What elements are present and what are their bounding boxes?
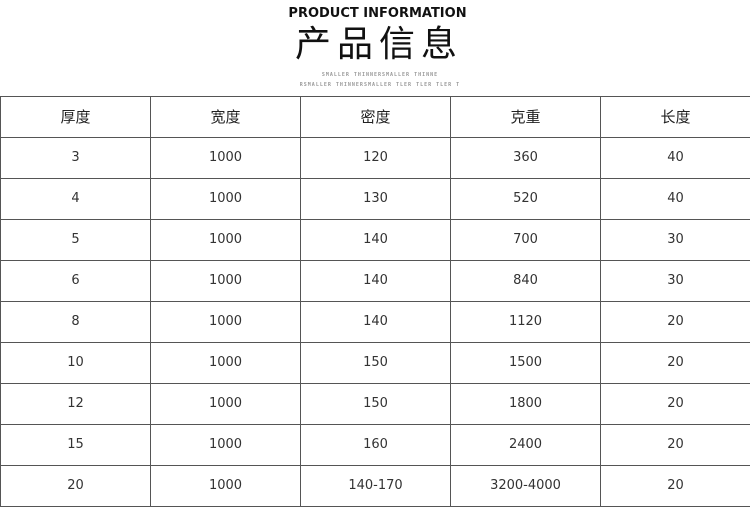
table-cell: 1500 [450,342,601,384]
table-cell: 130 [300,178,451,220]
title-cn: 产品信息 [294,24,463,65]
table-row: 4 1000 130 520 40 [0,178,750,220]
table-cell: 840 [450,260,601,302]
column-header: 宽度 [150,96,301,138]
table-cell: 1000 [150,219,301,261]
table-cell: 3200-4000 [450,465,601,507]
table-row: 3 1000 120 360 40 [0,137,750,179]
table-cell: 20 [600,301,750,343]
table-cell: 4 [0,178,151,220]
table-cell: 20 [600,424,750,466]
table-cell: 1000 [150,383,301,425]
table-cell: 40 [600,178,750,220]
table-cell: 150 [300,342,451,384]
table-cell: 520 [450,178,601,220]
table-cell: 160 [300,424,451,466]
table-cell: 10 [0,342,151,384]
table-cell: 30 [600,219,750,261]
table-cell: 140 [300,219,451,261]
header-row: 厚度 宽度 密度 克重 长度 [0,96,750,138]
table-row: 6 1000 140 840 30 [0,260,750,302]
table-cell: 1120 [450,301,601,343]
table-cell: 12 [0,383,151,425]
subtitle-line-1: SMALLER THINNERSMALLER THINNE [321,72,439,78]
table-cell: 140 [300,301,451,343]
table-cell: 120 [300,137,451,179]
column-header: 密度 [300,96,451,138]
product-table: 厚度 宽度 密度 克重 长度 3 1000 120 360 40 4 1000 130 520 40 5 10… [0,96,750,507]
table-cell: 1000 [150,137,301,179]
table-row: 8 1000 140 1120 20 [0,301,750,343]
table-row: 5 1000 140 700 30 [0,219,750,261]
table-cell: 1000 [150,178,301,220]
table-cell: 140 [300,260,451,302]
column-header: 厚度 [0,96,151,138]
title-en: PRODUCT INFORMATION [288,6,467,21]
table-cell: 20 [600,383,750,425]
table-cell: 1000 [150,424,301,466]
table-cell: 1800 [450,383,601,425]
table-cell: 150 [300,383,451,425]
column-header: 长度 [600,96,750,138]
table-row: 20 1000 140-170 3200-4000 20 [0,465,750,507]
table-row: 15 1000 160 2400 20 [0,424,750,466]
table-cell: 40 [600,137,750,179]
table-cell: 2400 [450,424,601,466]
table-cell: 6 [0,260,151,302]
table-cell: 8 [0,301,151,343]
table-cell: 1000 [150,260,301,302]
table-row: 12 1000 150 1800 20 [0,383,750,425]
subtitle-line-2: RSMALLER THINNERSMALLER TLER TLER TLER T [299,82,461,88]
table-cell: 360 [450,137,601,179]
table-cell: 15 [0,424,151,466]
table-cell: 1000 [150,465,301,507]
table-cell: 700 [450,219,601,261]
table-cell: 20 [600,342,750,384]
table-row: 10 1000 150 1500 20 [0,342,750,384]
table-cell: 1000 [150,301,301,343]
table-cell: 5 [0,219,151,261]
table-cell: 30 [600,260,750,302]
table-cell: 1000 [150,342,301,384]
table-cell: 3 [0,137,151,179]
table-cell: 20 [600,465,750,507]
table-cell: 140-170 [300,465,451,507]
table-cell: 20 [0,465,151,507]
column-header: 克重 [450,96,601,138]
